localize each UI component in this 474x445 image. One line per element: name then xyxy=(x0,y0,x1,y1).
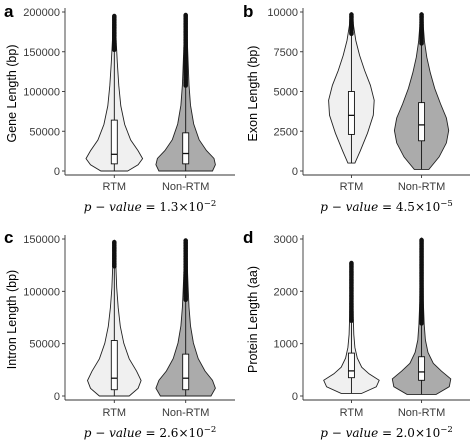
y-tick-label: 3000 xyxy=(274,234,298,246)
outlier-point xyxy=(419,237,424,243)
p-value-label: p − value = 2.0×10−2 xyxy=(320,425,453,440)
panel-letter: b xyxy=(243,2,253,21)
y-tick-label: 2000 xyxy=(274,286,298,298)
y-tick-label: 100000 xyxy=(23,286,60,298)
outlier-point xyxy=(183,238,188,243)
y-tick-label: 0 xyxy=(292,391,298,403)
y-tick-label: 7500 xyxy=(274,47,298,59)
outlier-points xyxy=(112,13,117,53)
outlier-point xyxy=(419,12,424,17)
iqr-box xyxy=(110,119,118,165)
y-tick-label: 0 xyxy=(54,391,60,403)
outlier-points xyxy=(183,238,188,303)
outlier-points xyxy=(183,12,188,88)
y-tick-label: 150000 xyxy=(23,47,60,59)
y-tick-label: 100000 xyxy=(23,87,60,99)
y-tick-label: 2500 xyxy=(274,126,298,138)
outlier-points xyxy=(112,240,117,269)
outlier-points xyxy=(349,260,354,324)
x-tick-label: Non-RTM xyxy=(398,181,445,193)
violin-rtm xyxy=(328,12,375,164)
y-axis-title: Exon Length (bp) xyxy=(246,46,260,142)
y-tick-label: 50000 xyxy=(29,126,60,138)
iqr-box xyxy=(347,352,355,379)
y-axis-title: Gene Length (bp) xyxy=(5,45,19,143)
violin-non-rtm xyxy=(155,12,216,172)
iqr-box xyxy=(182,132,190,165)
outlier-points xyxy=(419,12,424,46)
iqr-box xyxy=(110,340,118,391)
panel-letter: c xyxy=(4,228,13,247)
outlier-points xyxy=(419,237,424,326)
iqr-box xyxy=(347,91,355,135)
outlier-point xyxy=(112,240,117,245)
outlier-point xyxy=(112,13,117,19)
x-tick-label: Non-RTM xyxy=(162,181,209,193)
p-value-label: p − value = 4.5×10−5 xyxy=(320,199,453,214)
y-axis-title: Protein Length (aa) xyxy=(246,266,260,373)
panel-a: a 0 50000 100000 150000 200000 Gene Length (bp… xyxy=(4,2,235,214)
p-value-label: p − value = 2.6×10−2 xyxy=(84,425,217,440)
violin-rtm xyxy=(323,260,380,394)
y-tick-label: 50000 xyxy=(29,339,60,351)
outlier-points xyxy=(349,12,354,37)
violin-non-rtm xyxy=(155,238,216,397)
y-tick-label: 0 xyxy=(292,166,298,178)
outlier-point xyxy=(349,12,354,17)
violin-non-rtm xyxy=(391,237,452,395)
iqr-box xyxy=(182,353,190,391)
y-tick-label: 0 xyxy=(54,166,60,178)
panel-letter: d xyxy=(243,228,253,247)
p-value-label: p − value = 1.3×10−2 xyxy=(84,199,217,214)
x-tick-label: Non-RTM xyxy=(398,407,445,419)
x-tick-label: Non-RTM xyxy=(162,407,209,419)
violin-rtm xyxy=(87,239,142,397)
y-tick-label: 150000 xyxy=(23,234,60,246)
y-tick-label: 10000 xyxy=(267,7,298,19)
panel-c: c 0 50000 100000 150000 Intron Length (bp) RTM… xyxy=(4,228,235,440)
y-tick-label: 1000 xyxy=(274,339,298,351)
y-tick-label: 5000 xyxy=(274,87,298,99)
violin-non-rtm xyxy=(393,12,450,170)
x-tick-label: RTM xyxy=(102,181,126,193)
iqr-box xyxy=(418,102,426,142)
violin-rtm xyxy=(85,13,144,172)
outlier-point xyxy=(349,260,354,266)
y-tick-label: 200000 xyxy=(23,7,60,19)
x-tick-label: RTM xyxy=(340,407,364,419)
iqr-box xyxy=(418,356,426,381)
x-tick-label: RTM xyxy=(102,407,126,419)
y-axis-title: Intron Length (bp) xyxy=(5,270,19,369)
panel-d: d 0 1000 2000 3000 Protein Length (aa) RTM Non-… xyxy=(243,228,470,440)
x-tick-label: RTM xyxy=(340,181,364,193)
panel-letter: a xyxy=(4,2,14,21)
outlier-point xyxy=(183,12,188,18)
panel-b: b 0 2500 5000 7500 10000 Exon Length (bp) RTM No… xyxy=(243,2,470,214)
